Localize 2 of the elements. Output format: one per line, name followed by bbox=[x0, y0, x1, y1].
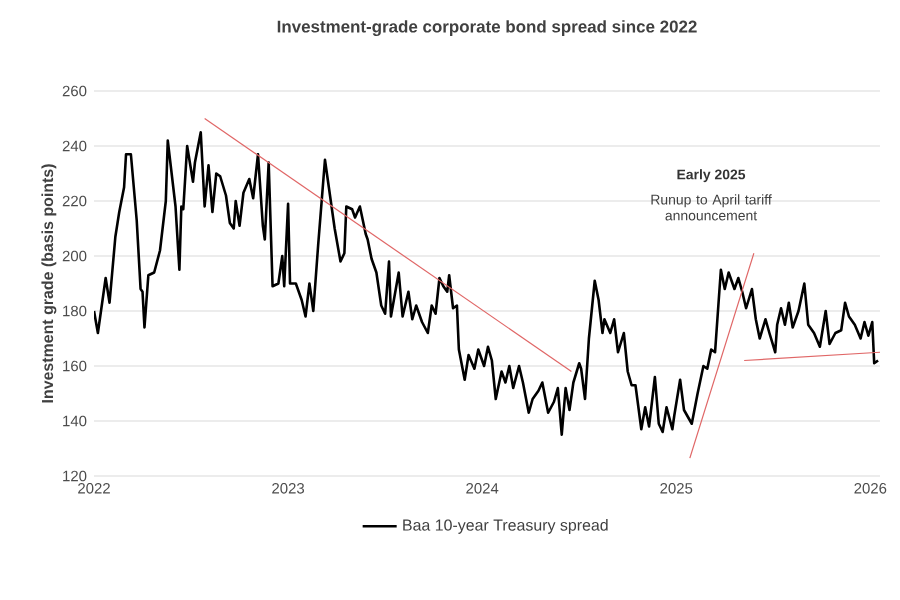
chart-title: Investment-grade corporate bond spread since 2022 bbox=[277, 20, 697, 37]
line-series bbox=[94, 130, 880, 437]
